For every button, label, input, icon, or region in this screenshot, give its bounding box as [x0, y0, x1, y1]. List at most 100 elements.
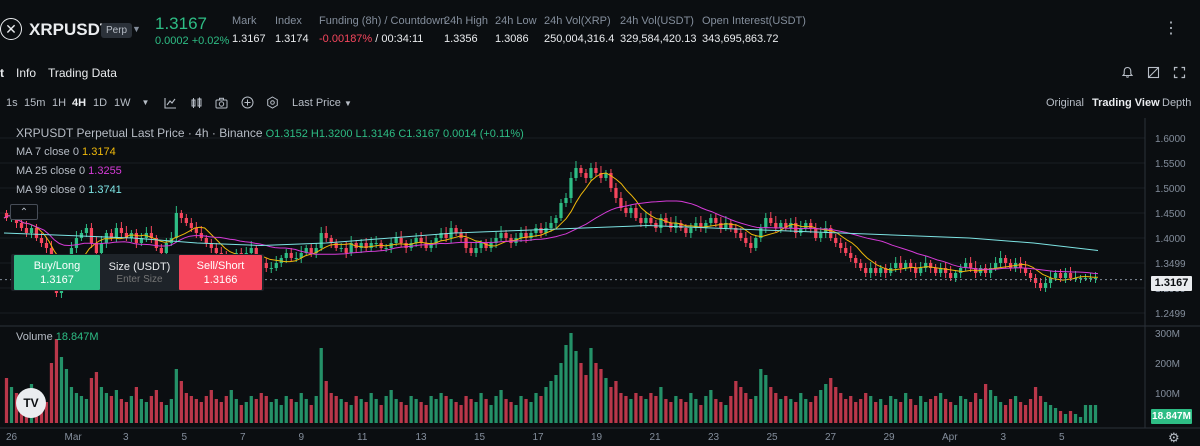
bell-icon[interactable] — [1119, 64, 1135, 80]
candle-type-icon[interactable] — [189, 95, 204, 110]
volume-tick-label: 100M — [1155, 389, 1180, 400]
timeframe-1d[interactable]: 1D — [93, 97, 108, 109]
candle-body — [529, 233, 533, 238]
volume-bar — [149, 396, 153, 423]
candle-body — [564, 198, 568, 203]
candle-body — [304, 248, 308, 253]
candle-body — [1038, 283, 1043, 288]
date-tick-label: 3 — [123, 432, 129, 443]
volume-bar — [1008, 399, 1013, 423]
tab-trading-data[interactable]: Trading Data — [48, 66, 117, 80]
candle-body — [619, 198, 623, 208]
volume-bar — [349, 405, 353, 423]
volume-bar — [469, 399, 473, 423]
price-source-dropdown[interactable]: Last Price ▼ — [292, 97, 352, 109]
camera-icon[interactable] — [214, 95, 229, 110]
candle-body — [84, 228, 89, 233]
stat-funding-value: -0.00187% / 00:34:11 — [319, 33, 423, 45]
volume-bar — [1073, 414, 1078, 423]
candle-body — [279, 258, 283, 263]
volume-bar — [769, 387, 773, 423]
timeframe-4h[interactable]: 4H — [72, 97, 87, 109]
volume-bar — [764, 375, 768, 423]
volume-bar — [874, 402, 878, 423]
candle-body — [294, 258, 298, 259]
candle-body — [599, 173, 603, 178]
chart-settings-icon[interactable] — [265, 95, 280, 110]
ma99-legend[interactable]: MA 99 close 0 1.3741 — [16, 184, 122, 196]
candle-body — [724, 223, 728, 228]
gear-icon[interactable]: ⚙ — [1168, 430, 1180, 445]
volume-bar — [1013, 396, 1018, 423]
ma25-legend[interactable]: MA 25 close 0 1.3255 — [16, 165, 122, 177]
volume-bar — [424, 405, 428, 423]
volume-bar — [179, 381, 183, 423]
timeframe-1h[interactable]: 1H — [52, 97, 67, 109]
candle-body — [174, 213, 178, 238]
view-trading-view[interactable]: Trading View — [1092, 97, 1160, 109]
timeframe-15m[interactable]: 15m — [24, 97, 46, 109]
volume-bar — [674, 396, 678, 423]
chevron-down-icon[interactable]: ▼ — [132, 24, 141, 34]
layout-icon[interactable] — [1145, 64, 1161, 80]
ma99-line — [3, 224, 1099, 251]
candle-body — [374, 243, 378, 244]
view-depth[interactable]: Depth — [1162, 97, 1192, 109]
chevron-down-icon: ▼ — [343, 99, 352, 108]
indicator-icon[interactable] — [163, 95, 178, 110]
volume-bar — [334, 396, 338, 423]
view-original[interactable]: Original — [1046, 97, 1084, 109]
timeframe-1w[interactable]: 1W — [114, 97, 131, 109]
sell-short-button[interactable]: Sell/Short 1.3166 — [179, 255, 262, 290]
volume-bar — [229, 390, 233, 423]
candle-body — [1018, 263, 1023, 268]
candle-body — [854, 258, 858, 263]
more-options-icon[interactable]: ⋮ — [1163, 20, 1180, 37]
candle-body — [983, 268, 988, 273]
candle-body — [554, 218, 558, 223]
candle-body — [474, 248, 478, 253]
volume-bar — [474, 402, 478, 423]
volume-tick-label: 300M — [1155, 329, 1180, 340]
volume-bar — [904, 393, 908, 423]
candle-body — [299, 253, 303, 258]
candle-body — [719, 223, 723, 228]
tab-info[interactable]: Info — [16, 66, 37, 80]
candle-body — [504, 233, 508, 238]
add-indicator-icon[interactable] — [240, 95, 255, 110]
candle-body — [1063, 273, 1068, 278]
price-chart[interactable]: 1.60001.55001.50001.45001.40001.34991.29… — [0, 118, 1200, 446]
price-tick-label: 1.3499 — [1155, 259, 1186, 270]
volume-bar — [859, 399, 863, 423]
buy-long-button[interactable]: Buy/Long 1.3167 — [14, 255, 100, 290]
symbol-name[interactable]: XRPUSDT — [29, 20, 111, 39]
close-icon[interactable]: ✕ — [0, 18, 22, 40]
volume-bar — [589, 348, 593, 423]
volume-bar — [834, 387, 838, 423]
tab-chart[interactable]: t — [0, 66, 4, 80]
size-input[interactable] — [104, 274, 175, 285]
volume-bar — [234, 399, 238, 423]
volume-bar — [89, 378, 94, 423]
date-tick-label: 23 — [708, 432, 720, 443]
chart-area[interactable]: 1.60001.55001.50001.45001.40001.34991.29… — [0, 118, 1200, 446]
volume-bar — [274, 399, 278, 423]
collapse-legend-button[interactable]: ⌃ — [10, 204, 38, 220]
candle-body — [339, 248, 343, 249]
candle-body — [334, 243, 338, 248]
volume-bar — [754, 396, 758, 423]
volume-bar — [224, 396, 228, 423]
timeframe-dropdown-icon[interactable]: ▼ — [141, 98, 150, 107]
volume-bar — [214, 399, 218, 423]
candle-body — [774, 223, 778, 228]
volume-bar — [4, 378, 9, 423]
candle-body — [1023, 268, 1028, 273]
expand-icon[interactable] — [1171, 64, 1187, 80]
timeframe-1s[interactable]: 1s — [6, 97, 18, 109]
candle-body — [669, 223, 673, 228]
candle-body — [709, 218, 713, 223]
ma7-value: 1.3174 — [82, 146, 116, 158]
tradingview-logo[interactable]: TV — [16, 388, 46, 418]
ma7-legend[interactable]: MA 7 close 0 1.3174 — [16, 146, 116, 158]
volume-bar — [109, 396, 114, 423]
